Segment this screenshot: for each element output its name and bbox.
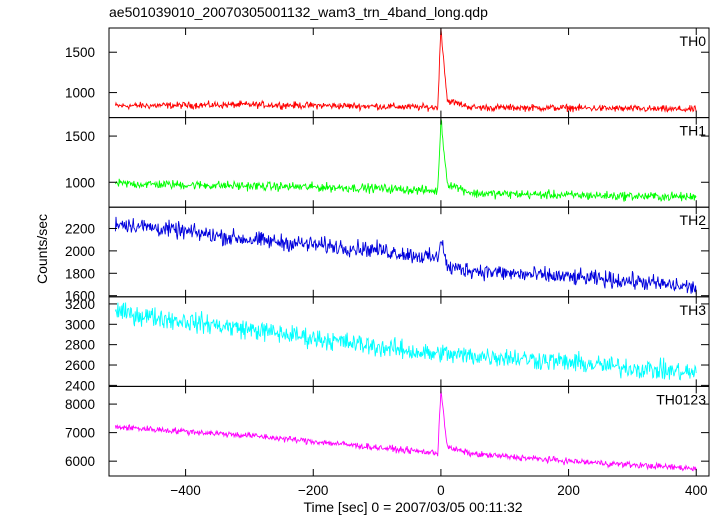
series-line-th0	[114, 28, 697, 113]
panel-th1: 1000 1500 TH1	[65, 117, 710, 208]
y-tick-label: 1000	[65, 86, 95, 101]
y-tick-label: 2000	[65, 244, 95, 259]
y-tick-label: 1500	[65, 129, 95, 144]
chart-title: ae501039010_20070305001132_wam3_trn_4ban…	[109, 4, 488, 20]
x-tick-label: 400	[685, 483, 708, 498]
panel-th0: 1000 1500 TH0	[65, 27, 710, 119]
series-line-th2	[114, 216, 697, 295]
y-tick-label: 3000	[65, 317, 95, 332]
series-line-th3	[114, 302, 697, 381]
y-tick-label: 3200	[65, 297, 95, 312]
y-tick-label: 2600	[65, 358, 95, 373]
x-tick-label: 0	[437, 483, 445, 498]
panels-layer: 1000 1500 TH0 1000 1500 TH1 1600 1800 2000 2200 TH…	[65, 27, 710, 477]
x-axis: −400 −200 0 200 400	[170, 483, 707, 498]
y-tick-label: 1800	[65, 266, 95, 281]
y-tick-label: 1500	[65, 45, 95, 60]
panel-label-th1: TH1	[680, 123, 707, 139]
panel-th2: 1600 1800 2000 2200 TH2	[65, 206, 710, 304]
y-tick-label: 1000	[65, 175, 95, 190]
panel-label-th0123: TH0123	[656, 391, 706, 407]
y-tick-label: 2800	[65, 338, 95, 353]
series-line-th1	[115, 119, 697, 203]
panel-label-th2: TH2	[680, 212, 707, 228]
x-tick-label: −400	[170, 483, 200, 498]
y-tick-label: 7000	[65, 426, 95, 441]
panel-label-th3: TH3	[680, 302, 707, 318]
panel-frame	[108, 296, 710, 387]
x-tick-label: −200	[298, 483, 328, 498]
x-tick-label: 200	[557, 483, 580, 498]
y-tick-label: 8000	[65, 397, 95, 412]
panel-label-th0: TH0	[680, 33, 707, 49]
panel-th0123: 6000 7000 8000 TH0123	[65, 385, 710, 477]
panel-th3: 2400 2600 2800 3000 3200 TH3	[65, 296, 710, 393]
y-axis-label: Counts/sec	[34, 214, 50, 284]
y-tick-label: 2400	[65, 378, 95, 393]
x-axis-label: Time [sec] 0 = 2007/03/05 00:11:32	[303, 499, 522, 515]
panel-frame	[108, 385, 710, 477]
y-tick-label: 2200	[65, 221, 95, 236]
series-line-th0123	[114, 390, 697, 472]
y-tick-label: 6000	[65, 454, 95, 469]
y-tick-label: 1600	[65, 289, 95, 304]
